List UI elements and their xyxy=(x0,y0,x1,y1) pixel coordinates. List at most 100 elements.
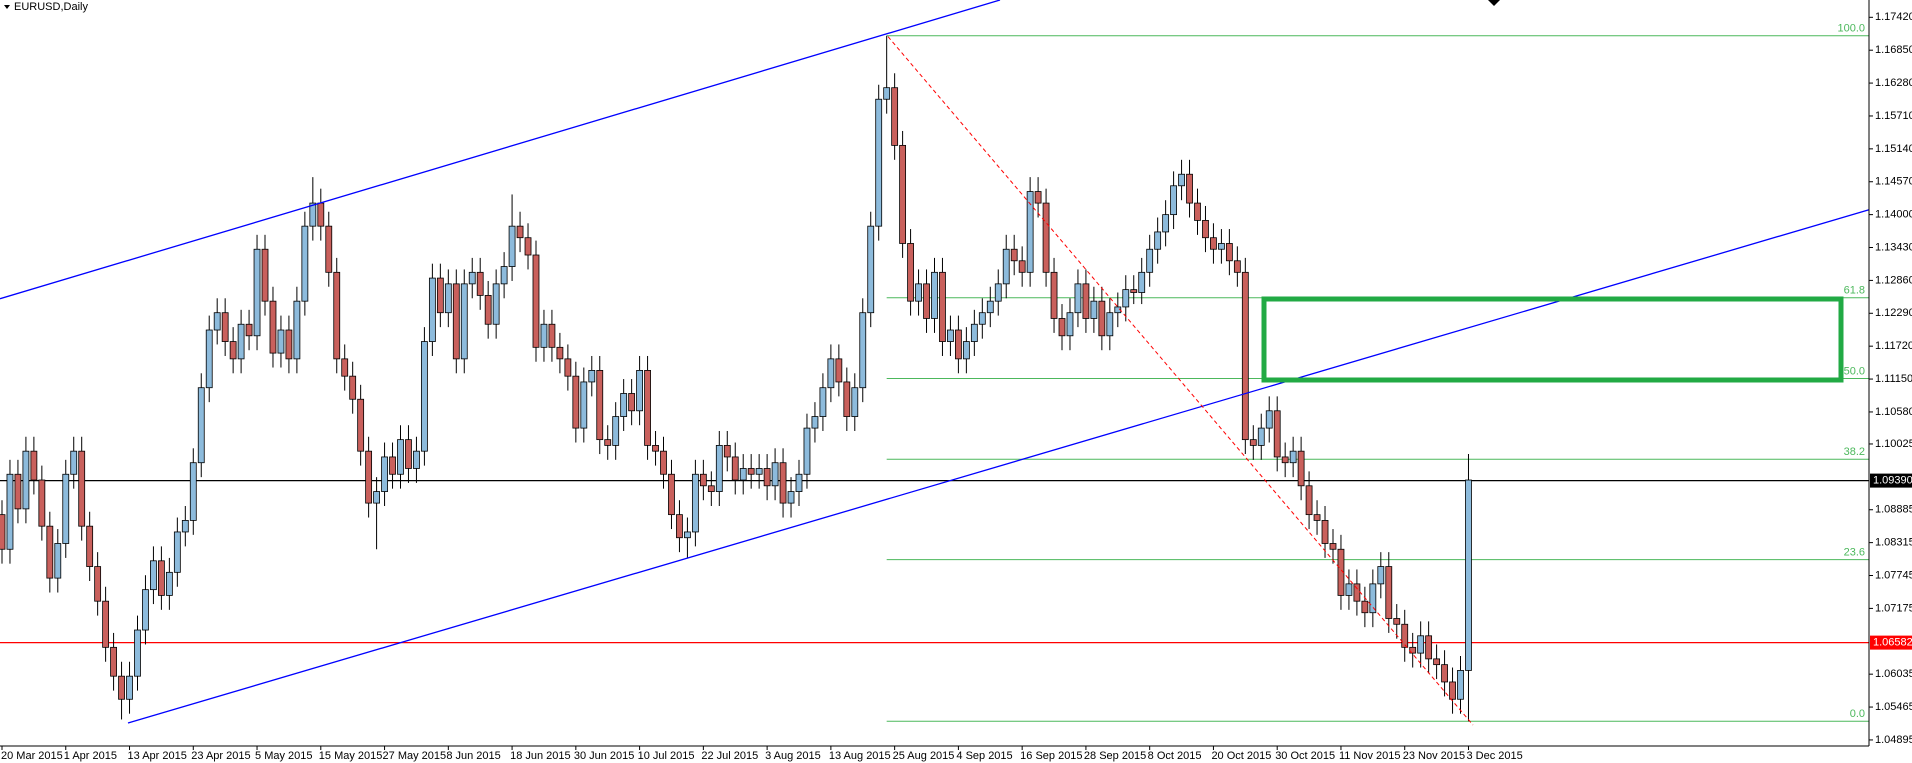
title-arrow xyxy=(4,5,10,9)
candle-body xyxy=(516,225,524,239)
candle-body xyxy=(500,266,508,285)
fib-label: 50.0 xyxy=(1844,365,1865,377)
candle-body xyxy=(859,312,867,389)
fib-label: 0.0 xyxy=(1850,708,1865,720)
candle-body xyxy=(381,456,388,492)
candle-body xyxy=(46,525,54,579)
candle-body xyxy=(1329,543,1337,550)
candle-body xyxy=(1281,456,1289,464)
price-label-box xyxy=(1870,473,1912,488)
y-tick-label: 1.15140 xyxy=(1875,143,1912,155)
candle-body xyxy=(723,445,731,458)
x-tick-label: 23 Apr 2015 xyxy=(191,750,250,762)
candle-body xyxy=(763,468,771,487)
candle-body xyxy=(142,589,149,631)
candle-body xyxy=(38,479,46,527)
candle-body xyxy=(962,341,970,360)
y-tick-label: 1.05465 xyxy=(1875,701,1912,713)
candle-body xyxy=(1082,283,1090,319)
candle-body xyxy=(476,271,484,296)
candle-body xyxy=(157,560,165,596)
candle-body xyxy=(126,675,133,700)
candle-body xyxy=(221,312,229,342)
x-tick-label: 3 Aug 2015 xyxy=(765,750,821,762)
candle-body xyxy=(428,277,436,342)
candle-body xyxy=(1122,289,1130,308)
candle-body xyxy=(668,473,675,516)
candle-body xyxy=(1098,300,1106,337)
candle-body xyxy=(970,323,978,342)
candle-body xyxy=(365,450,373,504)
candle-body xyxy=(508,225,516,267)
candle-body xyxy=(1265,410,1273,429)
candle-body xyxy=(660,450,667,475)
candle-body xyxy=(891,87,899,146)
candle-body xyxy=(875,98,883,227)
y-tick-label: 1.07745 xyxy=(1875,569,1912,581)
candle-body xyxy=(468,271,476,285)
candle-body xyxy=(70,450,78,475)
candle-body xyxy=(1010,248,1018,262)
candle-body xyxy=(883,87,891,100)
candle-body xyxy=(1457,670,1464,700)
candle-body xyxy=(205,329,213,389)
candle-body xyxy=(899,144,907,244)
candle-body xyxy=(1154,231,1162,250)
y-tick-label: 1.17420 xyxy=(1875,11,1912,23)
candle-body xyxy=(1313,514,1321,521)
candle-body xyxy=(1034,191,1042,204)
candle-body xyxy=(150,560,157,591)
candle-body xyxy=(333,271,341,360)
x-tick-label: 30 Jun 2015 xyxy=(574,750,635,762)
candle-body xyxy=(684,531,691,539)
candle-body xyxy=(739,468,747,481)
fib-label: 38.2 xyxy=(1844,446,1865,458)
candle-body xyxy=(1218,243,1225,250)
candle-body xyxy=(110,646,117,677)
candle-body xyxy=(636,370,643,412)
candle-body xyxy=(1425,635,1433,660)
candle-body xyxy=(1170,185,1177,216)
y-tick-label: 1.12290 xyxy=(1875,307,1912,319)
candle-body xyxy=(994,283,1002,302)
candle-body xyxy=(62,473,70,544)
candle-body xyxy=(1178,173,1185,187)
candle-body xyxy=(118,675,125,700)
candle-body xyxy=(253,248,261,337)
x-tick-label: 16 Sep 2015 xyxy=(1020,750,1082,762)
candle-body xyxy=(955,329,962,360)
y-tick-label: 1.08885 xyxy=(1875,504,1912,516)
candle-body xyxy=(78,450,86,527)
candle-body xyxy=(1233,260,1241,273)
candle-body xyxy=(94,566,102,602)
y-tick-label: 1.08315 xyxy=(1875,537,1912,549)
candle-body xyxy=(54,543,62,579)
candle-body xyxy=(572,375,580,429)
candle-body xyxy=(715,445,723,492)
candle-body xyxy=(261,248,269,302)
marker xyxy=(1488,0,1500,6)
candle-body xyxy=(596,370,604,441)
candle-body xyxy=(389,456,396,475)
candle-body xyxy=(851,387,859,417)
candle-body xyxy=(452,283,460,360)
candle-body xyxy=(309,202,317,227)
price-label-box xyxy=(1870,635,1912,650)
y-tick-label: 1.11150 xyxy=(1875,373,1912,385)
candle-body xyxy=(349,375,357,400)
candle-body xyxy=(978,312,986,325)
candle-body xyxy=(229,341,237,360)
x-tick-label: 22 Jul 2015 xyxy=(701,750,758,762)
candle-body xyxy=(867,225,875,314)
candle-body xyxy=(580,381,588,429)
candle-body xyxy=(1305,485,1313,516)
candle-body xyxy=(1194,202,1201,221)
candle-body xyxy=(923,283,930,319)
candle-body xyxy=(1241,271,1249,441)
candle-body xyxy=(986,300,994,314)
y-tick-label: 1.06035 xyxy=(1875,668,1912,680)
candle-body xyxy=(397,439,404,475)
candle-body xyxy=(747,468,755,475)
candle-body xyxy=(293,300,301,360)
candle-body xyxy=(1186,173,1193,204)
